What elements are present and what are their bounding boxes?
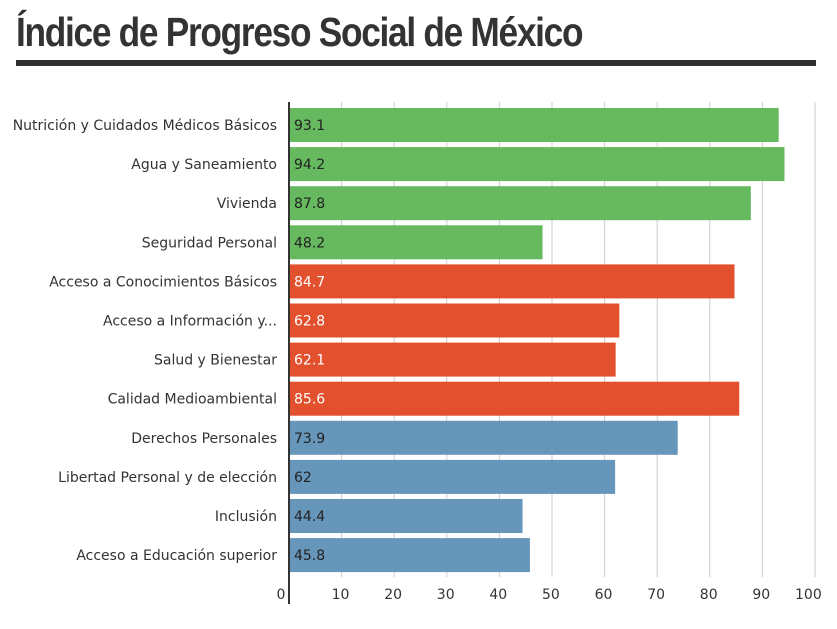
data-label: 62.8 bbox=[294, 314, 325, 330]
gridlines bbox=[341, 102, 816, 577]
bar bbox=[289, 264, 735, 299]
x-tick-label: 10 bbox=[332, 587, 350, 603]
data-label: 85.6 bbox=[294, 392, 325, 408]
data-label: 84.7 bbox=[294, 274, 325, 290]
x-tick-label: 90 bbox=[752, 587, 770, 603]
x-axis-ticks: 0 10 20 30 40 50 60 70 80 90 100 bbox=[277, 587, 822, 603]
x-tick-label: 20 bbox=[384, 587, 402, 603]
bar bbox=[289, 459, 616, 494]
category-label: Seguridad Personal bbox=[142, 235, 277, 251]
bar bbox=[289, 108, 779, 142]
category-labels: Nutrición y Cuidados Médicos Básicos Agua… bbox=[13, 118, 278, 564]
bar bbox=[289, 499, 523, 533]
data-label: 44.4 bbox=[294, 509, 325, 525]
chart-title: Índice de Progreso Social de México bbox=[16, 9, 584, 55]
bars bbox=[289, 108, 785, 573]
data-label: 45.8 bbox=[294, 548, 325, 564]
category-label: Derechos Personales bbox=[131, 431, 277, 447]
bar bbox=[289, 538, 530, 573]
category-label: Inclusión bbox=[215, 509, 277, 525]
category-label: Salud y Bienestar bbox=[154, 353, 277, 369]
category-label: Libertad Personal y de elección bbox=[58, 470, 277, 486]
data-label: 87.8 bbox=[294, 196, 325, 212]
data-labels: 93.1 94.2 87.8 48.2 84.7 62.8 62.1 85.6 73.9 62 44… bbox=[294, 118, 325, 564]
x-tick-label: 50 bbox=[542, 587, 560, 603]
category-label: Vivienda bbox=[217, 196, 277, 212]
x-tick-label: 80 bbox=[700, 587, 718, 603]
x-tick-label: 100 bbox=[795, 587, 822, 603]
category-label: Calidad Medioambiental bbox=[108, 392, 277, 408]
data-label: 62 bbox=[294, 470, 312, 486]
category-label: Acceso a Información y... bbox=[103, 314, 277, 330]
bar bbox=[289, 186, 751, 221]
title-rule bbox=[16, 60, 816, 66]
bar bbox=[289, 381, 740, 416]
bar bbox=[289, 225, 543, 260]
x-tick-label: 70 bbox=[647, 587, 665, 603]
x-tick-label: 0 bbox=[277, 587, 286, 603]
x-tick-label: 30 bbox=[437, 587, 455, 603]
bar bbox=[289, 303, 620, 338]
category-label: Acceso a Conocimientos Básicos bbox=[49, 274, 277, 290]
category-label: Nutrición y Cuidados Médicos Básicos bbox=[13, 118, 277, 134]
data-label: 93.1 bbox=[294, 118, 325, 134]
bar bbox=[289, 342, 616, 377]
x-tick-label: 60 bbox=[595, 587, 613, 603]
data-label: 62.1 bbox=[294, 353, 325, 369]
data-label: 73.9 bbox=[294, 431, 325, 447]
bar bbox=[289, 420, 678, 455]
bar bbox=[289, 147, 785, 182]
category-label: Acceso a Educación superior bbox=[76, 548, 277, 564]
category-label: Agua y Saneamiento bbox=[131, 157, 277, 173]
x-tick-label: 40 bbox=[489, 587, 507, 603]
data-label: 94.2 bbox=[294, 157, 325, 173]
data-label: 48.2 bbox=[294, 235, 325, 251]
